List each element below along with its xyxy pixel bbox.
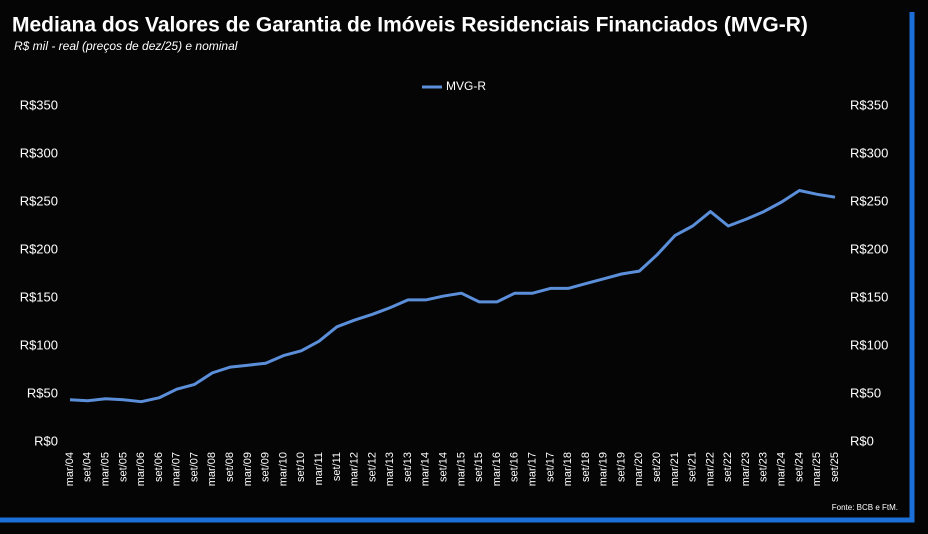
x-tick-label: set/15 [473, 452, 485, 482]
y2-tick-label: R$0 [850, 433, 874, 448]
y2-tick-label: R$250 [850, 193, 888, 208]
x-tick-label: mar/25 [811, 452, 823, 486]
x-tick-label: set/16 [509, 452, 521, 482]
data-line [69, 188, 836, 404]
source: Fonte: BCB e FtM. [832, 503, 898, 512]
x-tick-label: set/07 [188, 452, 200, 482]
x-tick-label: mar/05 [99, 452, 111, 486]
x-tick-label: set/23 [758, 452, 770, 482]
y2-tick-label: R$150 [850, 289, 888, 304]
x-tick-label: set/19 [615, 452, 627, 482]
y2-tick-label: R$100 [850, 337, 888, 352]
y2-tick-label: R$300 [850, 145, 888, 160]
x-tick-label: set/13 [402, 452, 414, 482]
y-tick-label: R$200 [20, 241, 58, 256]
x-tick-label: mar/19 [598, 452, 610, 486]
y-tick-label: R$250 [20, 193, 58, 208]
x-tick-label: mar/21 [669, 452, 681, 486]
x-tick-label: mar/07 [171, 452, 183, 486]
x-tick-label: mar/18 [562, 452, 574, 486]
x-tick-label: set/05 [117, 452, 129, 482]
x-tick-label: set/17 [544, 452, 556, 482]
x-tick-label: mar/22 [704, 452, 716, 486]
y2-tick-label: R$50 [850, 385, 881, 400]
x-tick-label: mar/23 [740, 452, 752, 486]
x-tick-label: mar/24 [776, 452, 788, 486]
x-tick-label: set/11 [331, 452, 343, 481]
x-tick-label: set/06 [153, 452, 165, 482]
x-tick-label: set/18 [580, 452, 592, 482]
x-tick-label: set/14 [438, 452, 450, 482]
x-tick-label: mar/15 [455, 452, 467, 486]
x-tick-label: set/12 [366, 452, 378, 482]
x-tick-label: mar/10 [277, 452, 289, 486]
x-tick-label: mar/16 [491, 452, 503, 486]
x-tick-label: mar/12 [349, 452, 361, 486]
x-tick-label: set/25 [829, 452, 841, 482]
x-tick-label: mar/06 [135, 452, 147, 486]
x-tick-label: mar/09 [242, 452, 254, 486]
x-tick-label: mar/13 [384, 452, 396, 486]
frame-accent [0, 12, 915, 523]
y-tick-label: R$50 [27, 385, 58, 400]
y2-tick-label: R$200 [850, 241, 888, 256]
y2-tick-label: R$350 [850, 97, 888, 112]
x-tick-label: set/10 [295, 452, 307, 482]
x-tick-label: set/20 [651, 452, 663, 482]
x-tick-label: set/22 [722, 452, 734, 482]
x-tick-label: set/04 [82, 452, 94, 482]
x-tick-label: mar/14 [420, 452, 432, 486]
x-tick-label: set/08 [224, 452, 236, 482]
x-tick-label: set/24 [793, 452, 805, 482]
x-tick-label: set/21 [687, 452, 699, 482]
legend-label: MVG-R [446, 79, 486, 93]
x-tick-label: mar/17 [526, 452, 538, 486]
y-tick-label: R$350 [20, 97, 58, 112]
y-tick-label: R$300 [20, 145, 58, 160]
x-tick-label: set/09 [260, 452, 272, 482]
chart-subtitle: R$ mil - real (preços de dez/25) e nomin… [14, 39, 238, 53]
x-tick-label: mar/11 [313, 452, 325, 485]
y-tick-label: R$100 [20, 337, 58, 352]
y-tick-label: R$0 [34, 433, 58, 448]
x-tick-label: mar/20 [633, 452, 645, 486]
chart-title: Mediana dos Valores de Garantia de Imóve… [12, 14, 808, 37]
y-tick-label: R$150 [20, 289, 58, 304]
x-tick-label: mar/08 [206, 452, 218, 486]
x-tick-label: mar/04 [64, 452, 76, 486]
